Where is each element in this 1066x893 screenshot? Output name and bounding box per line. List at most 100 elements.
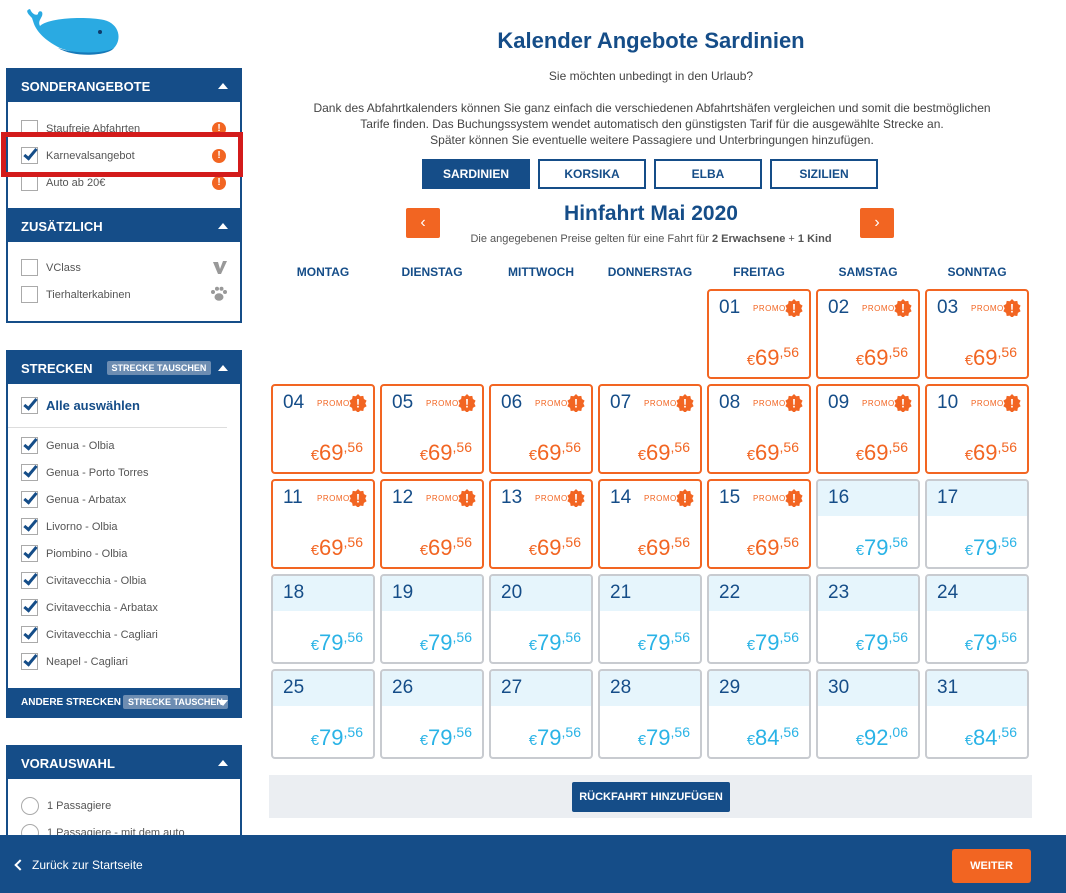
calendar-day[interactable]: 04 PROMO! €69,56	[271, 384, 375, 474]
calendar-day[interactable]: 11 PROMO! €69,56	[271, 479, 375, 569]
calendar-day[interactable]: 05 PROMO! €69,56	[380, 384, 484, 474]
next-button[interactable]: WEITER	[952, 849, 1031, 883]
add-return-button[interactable]: RÜCKFAHRT HINZUFÜGEN	[572, 782, 730, 812]
price-integer: 79	[537, 630, 562, 655]
tab-sardinien[interactable]: SARDINIEN	[422, 159, 530, 189]
price-decimal: ,56	[779, 344, 799, 360]
back-label: Zurück zur Startseite	[32, 858, 143, 872]
calendar-day[interactable]: 20 €79,56	[489, 574, 593, 664]
preselect-option[interactable]: 1 Passagiere - mit dem auto	[8, 819, 240, 837]
option-pets[interactable]: Tierhalterkabinen	[8, 281, 240, 308]
calendar-day[interactable]: 07 PROMO! €69,56	[598, 384, 702, 474]
caret-down-icon[interactable]	[218, 700, 228, 706]
calendar-day[interactable]: 17 €79,56	[925, 479, 1029, 569]
svg-text:!: !	[792, 492, 796, 506]
whale-logo[interactable]	[24, 8, 124, 58]
tab-elba[interactable]: ELBA	[654, 159, 762, 189]
select-all[interactable]: Alle auswählen	[8, 384, 227, 428]
calendar-day[interactable]: 27 €79,56	[489, 669, 593, 759]
calendar-day[interactable]: 10 PROMO! €69,56	[925, 384, 1029, 474]
route-item[interactable]: Civitavecchia - Arbatax	[8, 594, 240, 621]
calendar-day[interactable]: 21 €79,56	[598, 574, 702, 664]
checkbox-checked[interactable]	[21, 462, 38, 481]
prev-month-button[interactable]: ‹	[406, 208, 440, 238]
calendar-day[interactable]: 16 €79,56	[816, 479, 920, 569]
route-item[interactable]: Piombino - Olbia	[8, 540, 240, 567]
radio-button[interactable]	[21, 796, 39, 815]
checkbox[interactable]	[21, 286, 38, 303]
price-integer: 69	[537, 440, 562, 465]
tab-korsika[interactable]: KORSIKA	[538, 159, 646, 189]
calendar-day[interactable]: 06 PROMO! €69,56	[489, 384, 593, 474]
checkbox-checked[interactable]	[21, 624, 38, 643]
checkbox-checked[interactable]	[21, 570, 38, 589]
calendar-day[interactable]: 19 €79,56	[380, 574, 484, 664]
calendar-day[interactable]: 26 €79,56	[380, 669, 484, 759]
checkbox-checked[interactable]	[21, 651, 38, 670]
route-item[interactable]: Neapel - Cagliari	[8, 648, 240, 675]
caret-up-icon[interactable]	[218, 760, 228, 766]
route-item[interactable]: Civitavecchia - Olbia	[8, 567, 240, 594]
special-offers-header[interactable]: SONDERANGEBOTE	[8, 70, 240, 102]
other-routes-header[interactable]: ANDERE STRECKEN STRECKE TAUSCHEN	[8, 688, 240, 716]
preselect-option[interactable]: 1 Passagiere	[8, 792, 240, 819]
calendar-day[interactable]: 12 PROMO! €69,56	[380, 479, 484, 569]
calendar-day[interactable]: 25 €79,56	[271, 669, 375, 759]
calendar-day[interactable]: 08 PROMO! €69,56	[707, 384, 811, 474]
calendar-day[interactable]: 22 €79,56	[707, 574, 811, 664]
checkbox-checked[interactable]	[21, 395, 38, 414]
calendar-day[interactable]: 14 PROMO! €69,56	[598, 479, 702, 569]
routes-header[interactable]: STRECKEN STRECKE TAUSCHEN	[8, 352, 240, 384]
checkbox-checked[interactable]	[21, 489, 38, 508]
route-item[interactable]: Genua - Porto Torres	[8, 459, 240, 486]
checkbox[interactable]	[21, 259, 38, 276]
price-currency: €	[964, 732, 974, 749]
additional-header[interactable]: ZUSÄTZLICH	[8, 210, 240, 242]
route-item[interactable]: Genua - Arbatax	[8, 486, 240, 513]
back-link[interactable]: Zurück zur Startseite	[14, 858, 143, 872]
price-cents: 56	[1001, 439, 1017, 455]
route-item[interactable]: Civitavecchia - Cagliari	[8, 621, 240, 648]
calendar-day[interactable]: 01 PROMO! €69,56	[707, 289, 811, 379]
calendar-day[interactable]: 18 €79,56	[271, 574, 375, 664]
day-band	[818, 576, 918, 611]
calendar-day[interactable]: 28 €79,56	[598, 669, 702, 759]
price-cents: 56	[892, 629, 908, 645]
calendar-day[interactable]: 03 PROMO! €69,56	[925, 289, 1029, 379]
checkbox-checked[interactable]	[21, 516, 38, 535]
calendar-day[interactable]: 09 PROMO! €69,56	[816, 384, 920, 474]
swap-route-button[interactable]: STRECKE TAUSCHEN	[123, 695, 228, 709]
caret-up-icon[interactable]	[218, 365, 228, 371]
route-item[interactable]: Genua - Olbia	[8, 432, 240, 459]
tab-sizilien[interactable]: SIZILIEN	[770, 159, 878, 189]
preselection-header[interactable]: VORAUSWAHL	[8, 747, 240, 779]
weekday-label: DIENSTAG	[401, 265, 463, 279]
calendar-day[interactable]: 15 PROMO! €69,56	[707, 479, 811, 569]
day-band	[709, 576, 809, 611]
price-cents: 56	[892, 344, 908, 360]
price-currency: €	[855, 352, 865, 369]
price-cents: 56	[1001, 534, 1017, 550]
calendar-day[interactable]: 24 €79,56	[925, 574, 1029, 664]
caret-up-icon[interactable]	[218, 83, 228, 89]
calendar-day[interactable]: 30 €92,06	[816, 669, 920, 759]
radio-button[interactable]	[21, 823, 39, 837]
checkbox-checked[interactable]	[21, 543, 38, 562]
calendar-day[interactable]: 02 PROMO! €69,56	[816, 289, 920, 379]
promo-label: PROMO	[317, 494, 350, 503]
option-karneval[interactable]: Karnevalsangebot!	[8, 142, 240, 169]
next-month-button[interactable]: ›	[860, 208, 894, 238]
calendar-day[interactable]: 23 €79,56	[816, 574, 920, 664]
option-staufreie[interactable]: Staufreie Abfahrten!	[8, 115, 240, 142]
calendar-day[interactable]: 13 PROMO! €69,56	[489, 479, 593, 569]
route-item[interactable]: Livorno - Olbia	[8, 513, 240, 540]
checkbox-checked[interactable]	[21, 435, 38, 454]
day-price: €69,56	[747, 439, 799, 466]
checkbox-checked[interactable]	[21, 597, 38, 616]
caret-up-icon[interactable]	[218, 223, 228, 229]
swap-route-button[interactable]: STRECKE TAUSCHEN	[106, 361, 212, 375]
calendar-day[interactable]: 31 €84,56	[925, 669, 1029, 759]
option-vclass[interactable]: VClass	[8, 254, 240, 281]
calendar-day[interactable]: 29 €84,56	[707, 669, 811, 759]
checkbox-checked[interactable]	[21, 145, 38, 164]
